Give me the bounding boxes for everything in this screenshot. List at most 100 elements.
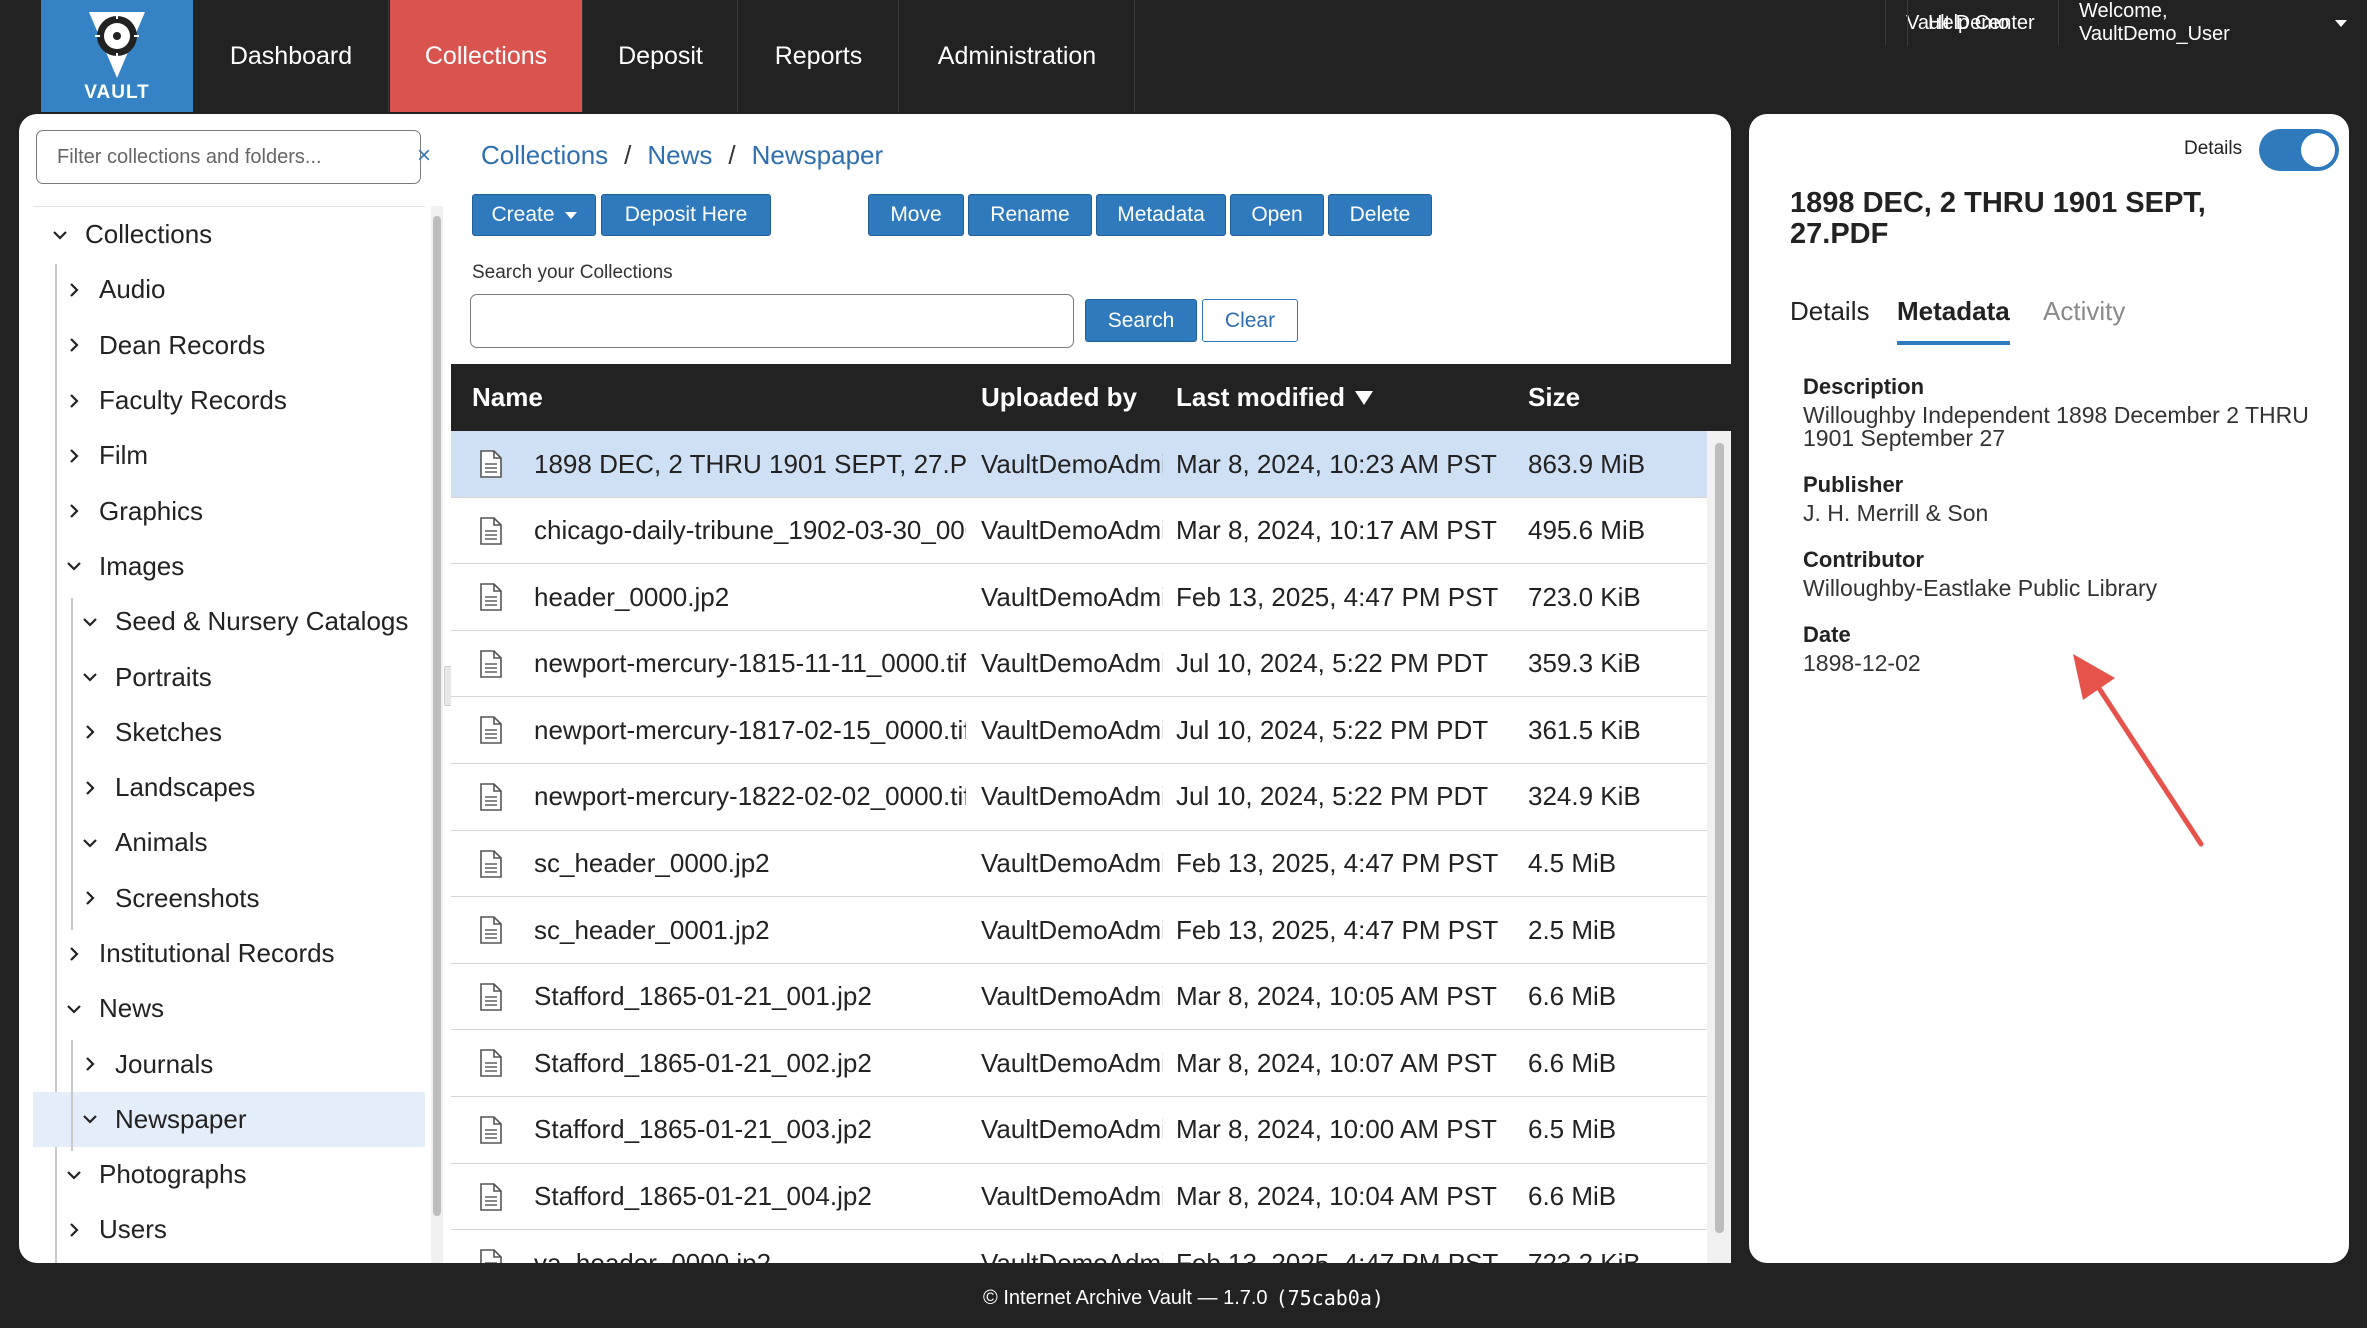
last-modified-cell: Feb 13, 2025, 4:47 PM PST xyxy=(1176,581,1499,612)
tab-details[interactable]: Details xyxy=(1790,296,1870,326)
file-size-cell: 863.9 MiB xyxy=(1528,448,1646,479)
file-name-cell: sc_header_0001.jp2 xyxy=(534,914,770,945)
sidebar-item-label: Landscapes xyxy=(115,772,256,803)
metadata-button[interactable]: Metadata xyxy=(1096,194,1226,236)
table-row[interactable]: header_0000.jp2 VaultDemoAdmin Feb 13, 202… xyxy=(451,564,1707,631)
sidebar-item-sketches[interactable]: Sketches xyxy=(33,705,425,760)
filter-clear-button[interactable]: × xyxy=(417,142,432,169)
rename-button[interactable]: Rename xyxy=(968,194,1092,236)
uploaded-by-cell: VaultDemoAdmin xyxy=(981,781,1163,812)
table-row[interactable]: newport-mercury-1815-11-11_0000.tif Vault… xyxy=(451,631,1707,698)
sidebar-item-images[interactable]: Images xyxy=(33,539,425,594)
tree-guide-line xyxy=(71,597,73,930)
nav-reports[interactable]: Reports xyxy=(739,0,899,112)
chevron-down-icon[interactable] xyxy=(79,1108,101,1130)
chevron-right-icon[interactable] xyxy=(63,334,85,356)
sidebar-item-news[interactable]: News xyxy=(33,981,425,1036)
table-row[interactable]: Stafford_1865-01-21_001.jp2 VaultDemoAdmi… xyxy=(451,964,1707,1031)
table-row[interactable]: Stafford_1865-01-21_003.jp2 VaultDemoAdmi… xyxy=(451,1097,1707,1164)
details-panel: Details 1898 DEC, 2 THRU 1901 SEPT, 27.P… xyxy=(1749,114,2349,1263)
column-header-last-modified[interactable]: Last modified xyxy=(1176,364,1374,431)
nav-dashboard[interactable]: Dashboard xyxy=(194,0,389,112)
chevron-down-icon[interactable] xyxy=(63,1164,85,1186)
sidebar-item-landscapes[interactable]: Landscapes xyxy=(33,760,425,815)
breadcrumb-news[interactable]: News xyxy=(647,140,713,170)
filter-input[interactable] xyxy=(37,131,420,183)
chevron-down-icon[interactable] xyxy=(49,224,71,246)
chevron-down-icon[interactable] xyxy=(79,832,101,854)
table-row[interactable]: va_header_0000.jp2 VaultDemoAdmin Feb 13, … xyxy=(451,1230,1707,1263)
chevron-right-icon[interactable] xyxy=(79,721,101,743)
table-scrollbar[interactable] xyxy=(1707,431,1731,1263)
chevron-right-icon[interactable] xyxy=(63,279,85,301)
create-button[interactable]: Create xyxy=(472,194,596,236)
chevron-down-icon[interactable] xyxy=(79,611,101,633)
sidebar-item-newspaper[interactable]: Newspaper xyxy=(33,1091,425,1148)
table-row[interactable]: Stafford_1865-01-21_002.jp2 VaultDemoAdmi… xyxy=(451,1030,1707,1097)
sidebar-item-institutional-records[interactable]: Institutional Records xyxy=(33,926,425,981)
details-toggle[interactable] xyxy=(2259,129,2339,171)
table-row[interactable]: chicago-daily-tribune_1902-03-30_0000.jp… xyxy=(451,498,1707,565)
table-scrollbar-thumb[interactable] xyxy=(1715,443,1724,1233)
nav-administration[interactable]: Administration xyxy=(900,0,1135,112)
clear-button[interactable]: Clear xyxy=(1202,299,1298,342)
user-menu[interactable]: Welcome, VaultDemo_User xyxy=(2058,0,2367,46)
util-vault-demo[interactable]: Vault Demo xyxy=(1885,0,2029,46)
chevron-right-icon[interactable] xyxy=(79,1053,101,1075)
chevron-down-icon[interactable] xyxy=(63,555,85,577)
breadcrumb-separator: / xyxy=(728,140,736,170)
breadcrumb-newspaper[interactable]: Newspaper xyxy=(751,140,884,170)
sidebar-item-faculty-records[interactable]: Faculty Records xyxy=(33,373,425,428)
chevron-right-icon[interactable] xyxy=(79,777,101,799)
sidebar-item-users[interactable]: Users xyxy=(33,1202,425,1257)
sidebar-item-dean-records[interactable]: Dean Records xyxy=(33,318,425,373)
sidebar-item-journals[interactable]: Journals xyxy=(33,1036,425,1091)
chevron-down-icon[interactable] xyxy=(63,998,85,1020)
chevron-right-icon[interactable] xyxy=(63,390,85,412)
uploaded-by-cell: VaultDemoAdmin xyxy=(981,581,1163,612)
collections-search-input[interactable] xyxy=(470,294,1074,348)
sidebar-item-film[interactable]: Film xyxy=(33,428,425,483)
delete-button[interactable]: Delete xyxy=(1328,194,1432,236)
vault-logo[interactable]: VAULT xyxy=(41,0,193,112)
chevron-right-icon[interactable] xyxy=(63,1219,85,1241)
table-row[interactable]: newport-mercury-1817-02-15_0000.tif Vault… xyxy=(451,697,1707,764)
chevron-right-icon[interactable] xyxy=(63,500,85,522)
column-header-size[interactable]: Size xyxy=(1528,382,1581,412)
sidebar-item-audio[interactable]: Audio xyxy=(33,262,425,317)
file-size-cell: 6.5 MiB xyxy=(1528,1114,1617,1145)
tab-activity[interactable]: Activity xyxy=(2043,296,2126,326)
util-help-center[interactable]: Help Center xyxy=(1907,0,2055,46)
breadcrumb-collections[interactable]: Collections xyxy=(481,140,609,170)
table-row[interactable]: newport-mercury-1822-02-02_0000.tif Vault… xyxy=(451,764,1707,831)
nav-collections[interactable]: Collections xyxy=(390,0,583,112)
chevron-right-icon[interactable] xyxy=(63,445,85,467)
move-button[interactable]: Move xyxy=(868,194,964,236)
chevron-right-icon[interactable] xyxy=(63,943,85,965)
sidebar-item-photographs[interactable]: Photographs xyxy=(33,1147,425,1202)
tab-metadata[interactable]: Metadata xyxy=(1897,296,2010,345)
sidebar-item-screenshots[interactable]: Screenshots xyxy=(33,871,425,926)
uploaded-by-cell: VaultDemoAdmin xyxy=(981,981,1163,1012)
search-button[interactable]: Search xyxy=(1085,299,1197,342)
nav-deposit[interactable]: Deposit xyxy=(584,0,738,112)
chevron-down-icon[interactable] xyxy=(79,666,101,688)
table-row[interactable]: Stafford_1865-01-21_004.jp2 VaultDemoAdmi… xyxy=(451,1164,1707,1231)
sidebar-scrollbar-thumb[interactable] xyxy=(433,216,441,1216)
sidebar-item-portraits[interactable]: Portraits xyxy=(33,649,425,704)
sidebar-item-graphics[interactable]: Graphics xyxy=(33,483,425,538)
metadata-value-publisher: J. H. Merrill & Son xyxy=(1803,500,1989,526)
open-button[interactable]: Open xyxy=(1230,194,1324,236)
sidebar-item-animals[interactable]: Animals xyxy=(33,815,425,870)
sidebar-item-collections[interactable]: Collections xyxy=(33,207,425,262)
chevron-right-icon[interactable] xyxy=(79,887,101,909)
sidebar-item-seed-nursery-catalogs[interactable]: Seed & Nursery Catalogs xyxy=(33,594,425,649)
table-row[interactable]: 1898 DEC, 2 THRU 1901 SEPT, 27.PDF VaultD… xyxy=(451,431,1707,498)
deposit-here-button[interactable]: Deposit Here xyxy=(601,194,771,236)
column-header-uploaded-by[interactable]: Uploaded by xyxy=(981,382,1138,412)
file-icon xyxy=(479,431,507,497)
sidebar-scrollbar[interactable] xyxy=(431,206,443,1263)
table-row[interactable]: sc_header_0001.jp2 VaultDemoAdmin Feb 13, … xyxy=(451,897,1707,964)
column-header-name[interactable]: Name xyxy=(472,382,543,412)
table-row[interactable]: sc_header_0000.jp2 VaultDemoAdmin Feb 13, … xyxy=(451,831,1707,898)
